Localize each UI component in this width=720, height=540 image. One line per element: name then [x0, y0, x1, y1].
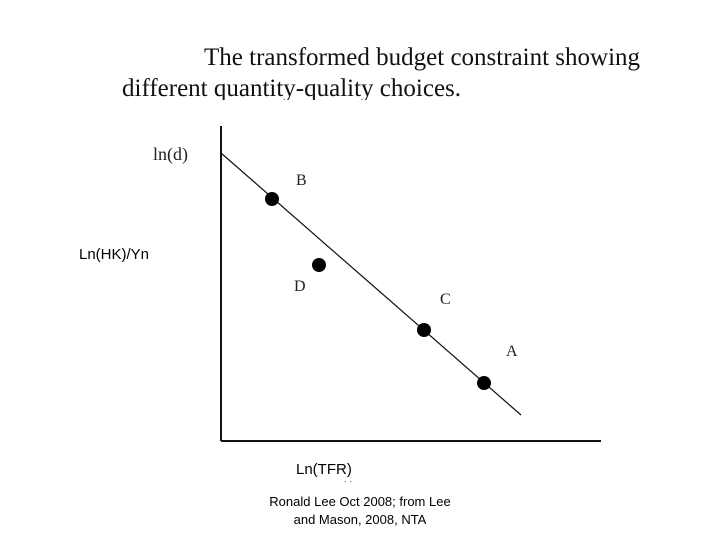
point-b-label: B — [296, 172, 307, 189]
point-c-label: C — [440, 291, 451, 308]
point-c-marker — [417, 323, 431, 337]
slide-title: The transformed budget constraint showin… — [122, 42, 682, 100]
credit-line-2: and Mason, 2008, NTA — [293, 512, 427, 527]
title-line-1: The transformed budget constraint showin… — [204, 44, 641, 71]
point-b-marker — [265, 192, 279, 206]
point-d-marker — [312, 258, 326, 272]
point-d-label: D — [294, 278, 306, 295]
source-credit: Ronald Lee Oct 2008; from Lee and Mason,… — [230, 493, 490, 529]
x-axis-overlay-label: Ln(TFR) — [296, 461, 352, 478]
residual-tick-mark: ` ´ — [344, 480, 353, 490]
point-a-marker — [477, 376, 491, 390]
point-a-label: A — [506, 343, 518, 360]
title-line-2: different quantity-quality choices. — [122, 75, 462, 100]
y-axis-overlay-label: Ln(HK)/Yn — [79, 246, 150, 263]
credit-line-1: Ronald Lee Oct 2008; from Lee — [269, 494, 451, 509]
budget-constraint-line — [220, 152, 522, 416]
y-axis-original-label: ln(d) — [153, 144, 188, 164]
